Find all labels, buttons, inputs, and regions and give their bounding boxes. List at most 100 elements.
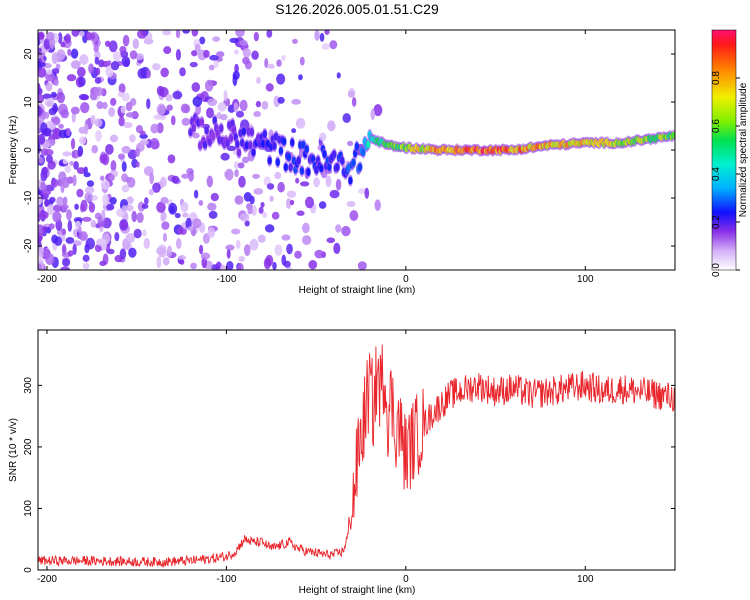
spectrogram-cell: [99, 175, 105, 181]
spectrogram-cell: [99, 154, 108, 164]
spectrogram-cell: [99, 226, 104, 233]
spectrogram-cell: [178, 254, 187, 261]
spectrogram-cell: [281, 54, 286, 61]
spectrogram-cell: [217, 102, 227, 112]
spectrogram-cell: [148, 188, 154, 196]
snr-x-label: Height of straight line (km): [299, 585, 416, 596]
spectrogram-cell: [274, 171, 282, 180]
spectrogram-cell: [319, 164, 324, 173]
spectrogram-cell: [210, 192, 219, 202]
spectrogram-cell: [72, 243, 77, 256]
spectrogram-cell: [220, 152, 230, 161]
spectrogram-cell: [108, 174, 115, 181]
spectrogram-cell: [45, 31, 55, 41]
spectrogram-cell: [152, 63, 161, 71]
spectrogram-cell: [156, 246, 166, 256]
spectrogram-cell: [346, 200, 356, 208]
spectrogram-cell: [160, 196, 169, 204]
spectrogram-cell: [53, 79, 59, 86]
spectrogram-cell: [294, 250, 302, 259]
spectrogram-cell: [51, 52, 59, 64]
spectrogram-cell: [41, 189, 52, 196]
spectrogram-cell: [373, 104, 383, 117]
spectrogram-cell: [223, 90, 228, 102]
spectrogram-cell: [374, 199, 381, 211]
spectrogram-cell: [199, 36, 206, 45]
spectrogram-cell: [66, 209, 72, 221]
spectrogram-cell: [43, 248, 50, 259]
spectrogram-cell: [274, 244, 283, 256]
spectrogram-cell: [50, 178, 59, 188]
spectrogram-cell: [278, 146, 284, 155]
spectrogram-cell: [288, 163, 293, 172]
x-tick-label: -100: [216, 574, 236, 585]
spectrogram-cell: [62, 196, 68, 205]
spectrogram-cell: [262, 129, 268, 138]
spectrogram-cell: [237, 262, 244, 270]
spectrogram-cell: [38, 156, 44, 164]
spectrogram-cell: [170, 115, 176, 126]
spectrogram-cell: [106, 60, 112, 66]
spectrogram-cell: [42, 93, 52, 100]
spectrogram-cell: [234, 195, 244, 205]
spectrogram-cell: [238, 175, 246, 188]
spectrogram-cell: [90, 219, 97, 228]
spectrogram-cell: [210, 132, 216, 141]
spectrogram-cell: [90, 115, 96, 125]
spectrogram-cell: [192, 132, 200, 139]
spectrogram-cell: [85, 31, 92, 41]
spectrogram-cell: [286, 153, 292, 162]
spectrogram-cell: [308, 260, 318, 270]
spectrogram-cell: [269, 195, 274, 202]
spectrogram-cell: [76, 66, 86, 78]
y-tick-label: 20: [23, 48, 34, 60]
spectrogram-cell: [150, 123, 159, 134]
spectrogram-cell: [204, 79, 214, 92]
spectrogram-cell: [74, 203, 79, 210]
spectrogram-cell: [60, 266, 70, 270]
spectrogram-cell: [153, 114, 163, 120]
spectrogram-cell: [38, 51, 46, 58]
spectrogram-cell: [226, 261, 234, 270]
spectrogram-cell: [51, 234, 58, 244]
spectrogram-cell: [95, 67, 101, 76]
spectrogram-cell: [38, 31, 45, 40]
spectrogram-cell: [40, 211, 49, 219]
spectrogram-cell: [265, 83, 274, 92]
snr-y-label: SNR (10 * v/v): [8, 418, 19, 482]
spectrogram-cell: [156, 201, 166, 213]
spectrogram-cell: [191, 30, 199, 37]
spectrogram-cell: [67, 48, 72, 56]
spectrogram-cell: [84, 191, 93, 203]
x-tick-label: -100: [216, 274, 236, 285]
spectrogram-cell: [283, 260, 291, 268]
spectrogram-cell: [105, 65, 114, 78]
spectrogram-cell: [142, 229, 147, 237]
spectrogram-cell: [109, 196, 117, 205]
spectrogram-cell: [79, 136, 87, 145]
spectrogram-image: [38, 30, 675, 270]
snr-x-ticks: -200 -100 0 100: [37, 330, 594, 585]
spectrogram-cell: [99, 260, 107, 267]
spectrogram-cell: [109, 134, 119, 143]
spectrogram-cell: [286, 190, 297, 198]
spectrogram-cell: [304, 196, 314, 209]
spectrogram-cell: [58, 123, 64, 129]
spectrogram-cell: [257, 234, 266, 243]
spectrogram-cell: [277, 96, 285, 104]
spectrogram-cell: [181, 117, 191, 126]
spectrogram-cell: [264, 58, 269, 69]
x-tick-label: 100: [577, 274, 594, 285]
spectrogram-cell: [52, 211, 62, 223]
spectrogram-cell: [207, 98, 218, 107]
spectrogram-cell: [78, 30, 85, 37]
spectrogram-cell: [156, 122, 164, 134]
spectrogram-cell: [295, 117, 306, 129]
spectrogram-cell: [110, 97, 117, 106]
spectrogram-cell: [285, 198, 292, 209]
spectrogram-cell: [258, 206, 264, 214]
spectrogram-cell: [306, 168, 311, 177]
spectrogram-cell: [122, 34, 130, 47]
spectrogram-cell: [44, 197, 49, 208]
snr-series-line: [38, 344, 675, 568]
